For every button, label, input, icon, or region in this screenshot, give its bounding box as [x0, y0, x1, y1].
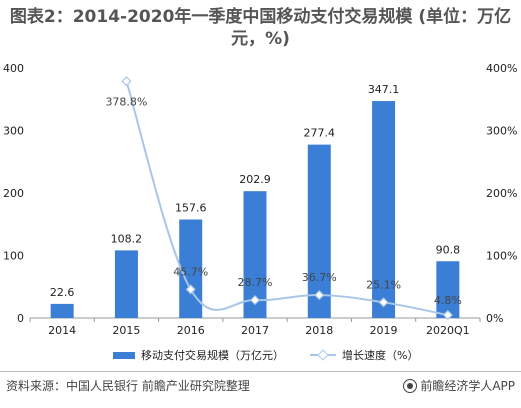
- line-point: [378, 297, 389, 308]
- brand-logo-icon: [403, 378, 418, 393]
- line-data-label: 378.8%: [105, 95, 147, 108]
- y-left-tick-label: 400: [3, 62, 24, 75]
- y-left-tick-label: 0: [17, 312, 24, 325]
- y-right-tick-label: 300%: [486, 125, 517, 138]
- x-tick-label: 2017: [241, 324, 269, 337]
- legend-bar-label: 移动支付交易规模（万亿元）: [141, 349, 284, 362]
- x-tick-label: 2018: [305, 324, 333, 337]
- x-tick-label: 2020Q1: [426, 324, 470, 337]
- y-right-tick-label: 200%: [486, 187, 517, 200]
- bar-data-label: 22.6: [50, 286, 75, 299]
- line-point: [314, 289, 325, 301]
- line-swatch-icon: [310, 350, 336, 360]
- bar-data-label: 202.9: [239, 173, 271, 186]
- y-right-tick-label: 400%: [486, 62, 517, 75]
- bar: [243, 191, 267, 318]
- bar-data-label: 157.6: [175, 202, 207, 215]
- bar: [436, 261, 460, 318]
- line-data-label: 25.1%: [366, 278, 401, 291]
- bar-swatch-icon: [113, 351, 135, 359]
- bar: [114, 250, 138, 318]
- bar-data-label: 108.2: [111, 232, 143, 245]
- y-right-tick-label: 100%: [486, 250, 517, 263]
- footer: 资料来源：中国人民银行 前瞻产业研究院整理 前瞻经济学人APP: [0, 371, 521, 394]
- bar: [179, 219, 203, 318]
- line-point: [185, 284, 196, 295]
- y-left-tick-label: 200: [3, 187, 24, 200]
- y-right-tick-label: 0%: [486, 312, 503, 325]
- legend-item-line[interactable]: 增长速度（%）: [310, 347, 418, 363]
- x-tick-label: 2014: [48, 324, 76, 337]
- line-data-label: 4.8%: [434, 294, 462, 307]
- bar: [50, 303, 74, 318]
- line-point: [442, 309, 453, 321]
- x-tick-label: 2015: [112, 324, 140, 337]
- legend: 移动支付交易规模（万亿元） 增长速度（%）: [0, 347, 521, 363]
- bar-data-label: 347.1: [368, 83, 400, 96]
- line-data-label: 45.7%: [173, 265, 208, 278]
- x-tick-label: 2016: [177, 324, 205, 337]
- bar: [307, 144, 331, 318]
- legend-item-bar[interactable]: 移动支付交易规模（万亿元）: [113, 347, 284, 363]
- bar-data-label: 277.4: [304, 127, 336, 140]
- y-left-tick-label: 300: [3, 125, 24, 138]
- chart-title: 图表2：2014-2020年一季度中国移动支付交易规模 (单位：万亿元，%): [9, 7, 512, 49]
- bar-data-label: 90.8: [436, 243, 461, 256]
- y-left-tick-label: 100: [3, 250, 24, 263]
- line-point: [121, 76, 132, 87]
- brand-name: 前瞻经济学人APP: [420, 379, 515, 393]
- brand: 前瞻经济学人APP: [403, 377, 515, 394]
- bar: [372, 101, 396, 318]
- line-data-label: 36.7%: [302, 271, 337, 284]
- legend-line-label: 增长速度（%）: [342, 349, 419, 362]
- x-tick-label: 2019: [370, 324, 398, 337]
- line-point: [249, 294, 261, 306]
- line-data-label: 28.7%: [238, 276, 273, 289]
- source-note: 资料来源：中国人民银行 前瞻产业研究院整理: [6, 379, 250, 393]
